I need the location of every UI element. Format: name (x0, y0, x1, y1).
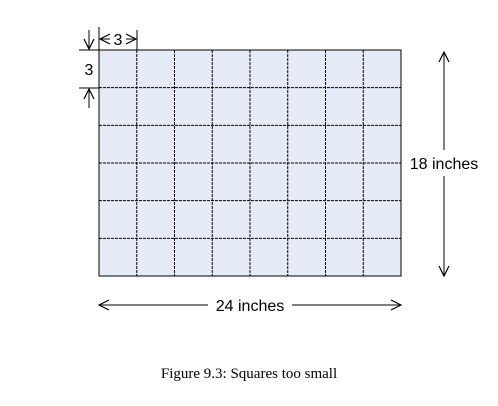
grid-lines (99, 50, 401, 276)
total-width-label: 24 inches (216, 298, 285, 315)
square-width-label: 3 (114, 32, 123, 49)
square-height-label: 3 (85, 62, 94, 79)
total-height-label: 18 inches (410, 156, 479, 173)
figure-caption: Figure 9.3: Squares too small (160, 366, 338, 382)
